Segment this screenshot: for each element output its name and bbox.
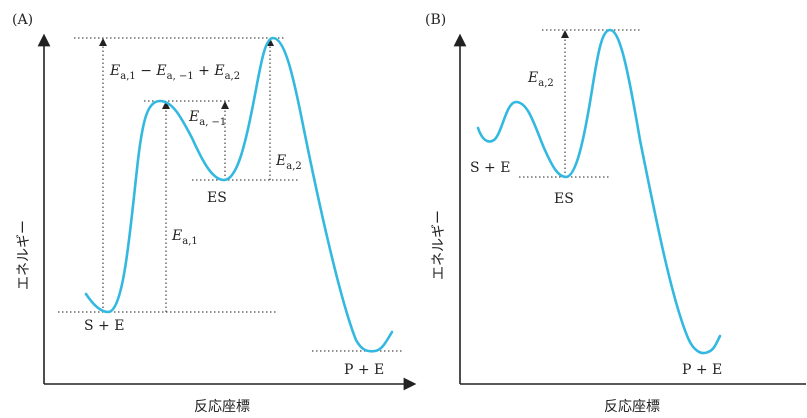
panel-b-state-es: ES [554, 191, 574, 207]
panel-b-energy-curve [476, 28, 722, 355]
panel-a-state-se: S + E [84, 318, 124, 334]
panel-b-state-pe: P + E [682, 362, 722, 378]
panel-a-state-pe: P + E [344, 362, 384, 378]
panel-b-x-axis-label: 反応座標 [604, 399, 660, 415]
panel-a-ea1-label: Ea,1 [171, 228, 198, 247]
panel-b-state-se: S + E [470, 160, 510, 176]
panel-b-ea2-label: Ea,2 [527, 70, 554, 89]
panel-a-y-axis-label: エネルギー [16, 220, 32, 290]
panel-a-combined-label: Ea,1 − Ea, −1 + Ea,2 [109, 63, 240, 82]
panel-a: (A) エネルギー 反応座標 S + E ES P + E Ea,1 Ea, −… [12, 12, 417, 415]
panel-a-x-axis-label: 反応座標 [194, 399, 250, 415]
panel-a-eam1-label: Ea, −1 [188, 109, 226, 128]
panel-b-label: (B) [425, 12, 446, 28]
panel-b-y-axis-label: エネルギー [431, 210, 447, 280]
panel-a-label: (A) [12, 12, 33, 28]
panel-a-ea2-label: Ea,2 [275, 153, 302, 172]
panel-b: (B) エネルギー 反応座標 S + E ES P + E Ea,2 [425, 12, 806, 415]
panel-a-energy-curve [84, 36, 394, 353]
panel-a-state-es: ES [207, 190, 227, 206]
